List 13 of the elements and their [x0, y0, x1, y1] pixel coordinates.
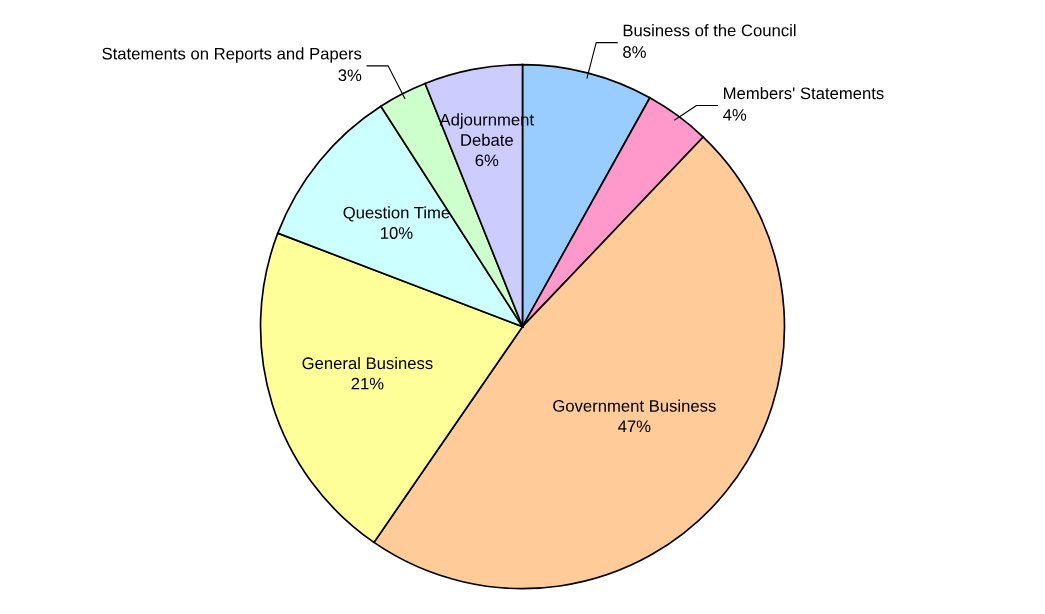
data-label: 3% — [338, 69, 362, 82]
data-label: 47% — [618, 420, 651, 433]
data-label: 6% — [475, 154, 499, 167]
slice-label: Business of the Council — [623, 24, 796, 37]
data-label: 10% — [381, 227, 413, 239]
slice-label: Members' Statements — [724, 86, 884, 100]
slice-label: General Business — [302, 356, 433, 370]
slice-label: Question Time — [343, 206, 450, 222]
slice-label: Statements on Reports and Papers — [102, 47, 362, 63]
data-label: 4% — [723, 109, 747, 121]
slice-label: Government Business — [553, 399, 716, 412]
data-label: 21% — [351, 377, 384, 390]
data-label: 8% — [623, 46, 646, 58]
